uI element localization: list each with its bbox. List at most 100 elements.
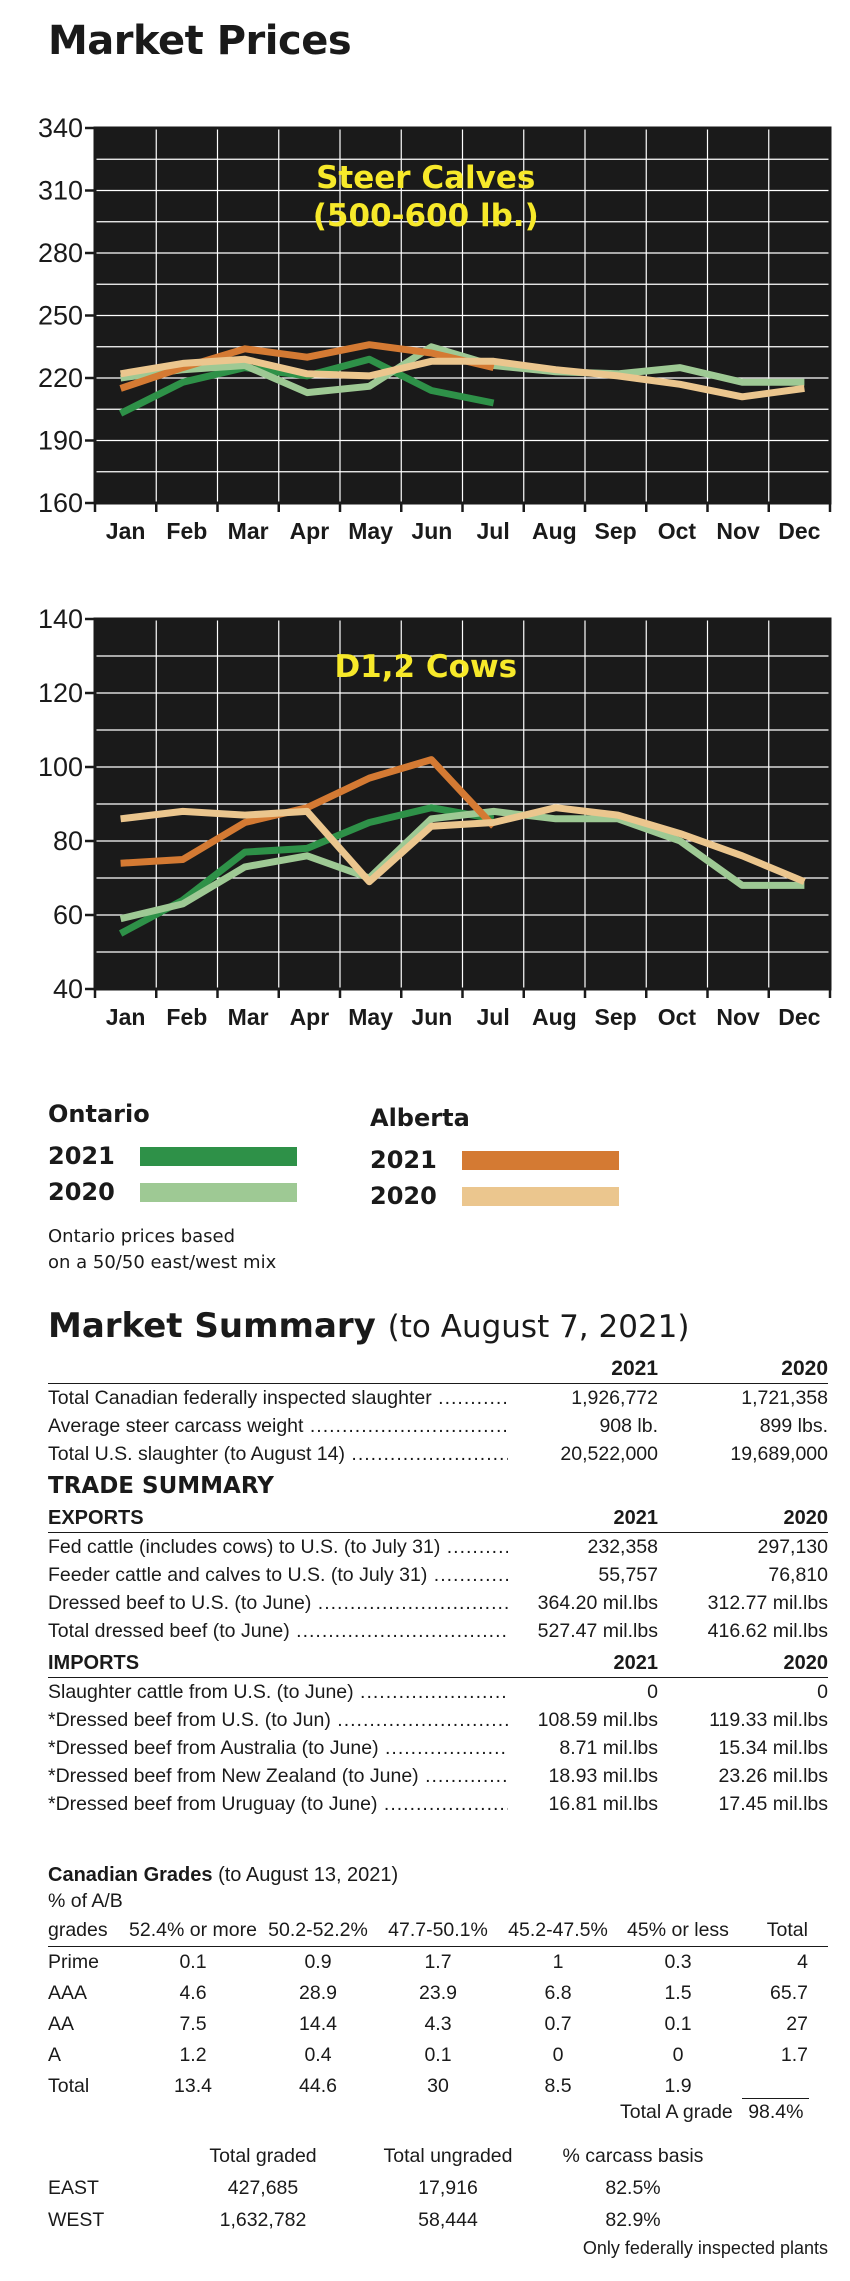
grades-cell: 23.9 <box>419 1982 457 2004</box>
legend-note-line2: on a 50/50 east/west mix <box>48 1252 277 1273</box>
y-tick-label: 80 <box>53 826 83 856</box>
grades-cell: 0.9 <box>304 1951 332 1973</box>
series-line-alberta-2020 <box>120 804 806 886</box>
grades-cell: 65.7 <box>770 1982 808 2004</box>
y-tick-label: 310 <box>38 176 83 206</box>
import-value-2020: 119.33 mil.lbs <box>709 1709 828 1731</box>
summary-header-row: 2021 2020 <box>48 1355 828 1384</box>
legend-swatch-ontario-2020 <box>140 1182 297 1202</box>
x-tick-label: Aug <box>532 518 577 544</box>
series-line-alberta-2020 <box>120 355 805 401</box>
summary-value-2021: 908 lb. <box>599 1415 658 1437</box>
x-tick-label: Jul <box>477 1004 510 1030</box>
grades-cell: 1.7 <box>780 2044 808 2066</box>
y-tick-label: 40 <box>53 974 83 1004</box>
grades-cell: 1.7 <box>424 1951 452 1973</box>
page-title: Market Prices <box>48 18 352 64</box>
x-tick-label: Jun <box>411 518 452 544</box>
y-tick-label: 280 <box>38 238 83 268</box>
x-tick-label: May <box>348 518 393 544</box>
grades-cell: 7.5 <box>179 2013 207 2035</box>
x-tick-label: Apr <box>290 518 330 544</box>
export-value-2020: 76,810 <box>768 1564 828 1586</box>
grades-cell: Total <box>48 2075 90 2097</box>
carcass-row: EAST 427,685 17,916 82.5% <box>48 2172 748 2204</box>
legend-year-ontario-2020: 2020 <box>48 1178 115 1206</box>
total-a-grade-label: Total A grade <box>620 2101 733 2123</box>
import-label: *Dressed beef from Australia (to June) <box>48 1734 508 1762</box>
legend-heading-alberta: Alberta <box>370 1104 470 1132</box>
carcass-header-cell: Total ungraded <box>383 2145 513 2167</box>
grades-cell: 13.4 <box>174 2075 212 2097</box>
export-row: Total dressed beef (to June) 527.47 mil.l… <box>48 1617 828 1645</box>
grades-cell: 8.5 <box>544 2075 572 2097</box>
export-label: Total dressed beef (to June) <box>48 1617 508 1645</box>
import-value-2021: 0 <box>647 1681 658 1703</box>
export-value-2021: 232,358 <box>587 1536 659 1558</box>
import-value-2020: 15.34 mil.lbs <box>718 1737 828 1759</box>
export-value-2020: 416.62 mil.lbs <box>707 1620 828 1642</box>
grades-row: AAA 4.6 28.9 23.9 6.8 1.5 65.7 <box>48 1978 828 2009</box>
y-tick-label: 140 <box>38 604 83 634</box>
export-label: Fed cattle (includes cows) to U.S. (to J… <box>48 1533 508 1561</box>
import-row: Slaughter cattle from U.S. (to June) 0 0 <box>48 1678 828 1706</box>
grades-header-cell: grades <box>48 1919 108 1941</box>
grades-table: Canadian Grades (to August 13, 2021) % o… <box>48 1864 828 2102</box>
grades-title: Canadian Grades (to August 13, 2021) <box>48 1864 399 1886</box>
grades-header-cell: 52.4% or more <box>129 1919 257 1941</box>
y-tick-label: 160 <box>38 488 83 518</box>
steer-calves-chart: 160 190 220 250 280 310 340 Jan Feb Mar Apr May Jun J… <box>38 113 832 544</box>
export-label: Feeder cattle and calves to U.S. (to Jul… <box>48 1561 508 1589</box>
grades-cell: 0.1 <box>179 1951 207 1973</box>
grades-cell: AAA <box>48 1982 88 2004</box>
carcass-header-cell <box>48 2140 178 2172</box>
grades-cell: 0.1 <box>424 2044 452 2066</box>
grades-cell: 0.3 <box>664 1951 692 1973</box>
grades-cell: 0.1 <box>664 2013 692 2035</box>
carcass-header-cell: Total graded <box>209 2145 317 2167</box>
x-tick-label: Jul <box>477 518 510 544</box>
grades-cell: Prime <box>48 1951 99 1973</box>
legend-alberta: Alberta 2021 2020 <box>370 1104 619 1210</box>
import-label: *Dressed beef from U.S. (to Jun) <box>48 1706 508 1734</box>
grades-row: A 1.2 0.4 0.1 0 0 1.7 <box>48 2040 828 2071</box>
y-tick-label: 190 <box>38 426 83 456</box>
chart-title: Steer Calves <box>316 160 535 196</box>
y-tick-label: 220 <box>38 363 83 393</box>
export-row: Fed cattle (includes cows) to U.S. (to J… <box>48 1533 828 1561</box>
legend-year-ontario-2021: 2021 <box>48 1142 115 1170</box>
total-a-grade-value: 98.4% <box>742 2098 810 2124</box>
carcass-header-cell: % carcass basis <box>562 2145 704 2167</box>
exports-header-row: EXPORTS 2021 2020 <box>48 1504 828 1533</box>
x-tick-label: Dec <box>778 1004 820 1030</box>
grades-header-cell: 45.2-47.5% <box>508 1919 608 1941</box>
carcass-cell: 1,632,782 <box>219 2209 307 2231</box>
export-value-2021: 55,757 <box>598 1564 658 1586</box>
x-tick-label: Mar <box>228 518 269 544</box>
y-tick-label: 100 <box>38 752 83 782</box>
export-row: Dressed beef to U.S. (to June) 364.20 mil… <box>48 1589 828 1617</box>
cows-chart: 40 60 80 100 120 140 Jan Feb Mar Apr May Jun Jul Aug S… <box>38 604 832 1030</box>
import-label: *Dressed beef from New Zealand (to June) <box>48 1762 508 1790</box>
market-summary-date: (to August 7, 2021) <box>387 1309 690 1345</box>
grades-subtitle: % of A/B <box>48 1890 123 1912</box>
x-tick-label: Feb <box>166 518 207 544</box>
summary-row: Total U.S. slaughter (to August 14) 20,52… <box>48 1440 828 1468</box>
grades-cell: 1 <box>552 1951 564 1973</box>
series-line-ontario-2020 <box>120 343 805 397</box>
grades-cell: 27 <box>786 2013 808 2035</box>
grades-cell: AA <box>48 2013 75 2035</box>
export-label: Dressed beef to U.S. (to June) <box>48 1589 508 1617</box>
grades-row: Prime 0.1 0.9 1.7 1 0.3 4 <box>48 1947 828 1978</box>
x-tick-label: Aug <box>532 1004 577 1030</box>
summary-label: Total U.S. slaughter (to August 14) <box>48 1440 508 1468</box>
export-value-2020: 297,130 <box>757 1536 829 1558</box>
legend-note: Ontario prices based on a 50/50 east/wes… <box>48 1224 297 1276</box>
grades-cell: 4.6 <box>179 1982 207 2004</box>
import-value-2020: 0 <box>817 1681 828 1703</box>
y-tick-label: 120 <box>38 678 83 708</box>
imports-col-2020: 2020 <box>783 1652 829 1674</box>
grades-row: Total 13.4 44.6 30 8.5 1.9 <box>48 2071 828 2102</box>
export-value-2021: 527.47 mil.lbs <box>537 1620 658 1642</box>
grades-cell: 4 <box>797 1951 808 1973</box>
